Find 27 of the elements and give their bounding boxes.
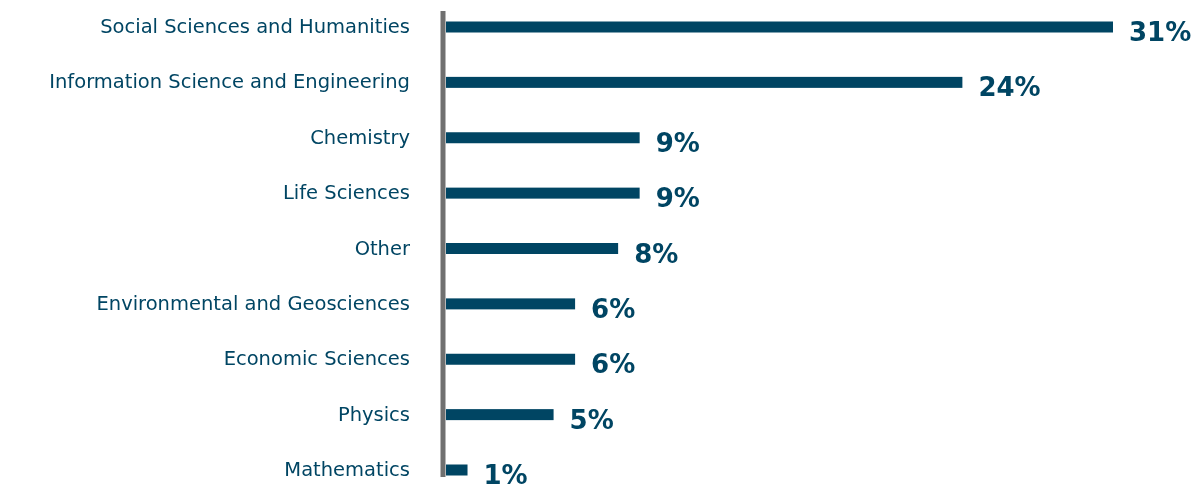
bar [446,76,963,88]
data-label: 1% [483,460,528,486]
data-label: 5% [569,404,614,435]
data-label: 24% [978,72,1041,103]
y-tick-label: Physics [337,402,410,426]
data-label: 6% [591,293,636,324]
data-label: 31% [1129,17,1192,47]
bar [446,464,468,476]
data-label: 8% [634,238,679,269]
bar [446,409,554,421]
y-tick-label: Information Science and Engineering [49,70,410,94]
data-label: 9% [655,127,700,158]
data-label: 6% [591,349,636,380]
y-tick-label: Chemistry [310,125,410,149]
bar [446,187,640,199]
bar [446,353,576,365]
data-label: 9% [655,183,700,214]
y-tick-label: Social Sciences and Humanities [100,15,410,38]
bar [446,298,576,310]
y-tick-label: Mathematics [284,458,410,481]
y-tick-label: Other [354,236,411,260]
bar [446,243,619,254]
bar [446,132,640,144]
bar [446,21,1113,33]
y-tick-label: Environmental and Geosciences [96,291,410,315]
y-tick-label: Life Sciences [282,181,410,205]
y-tick-label: Economic Sciences [223,347,410,371]
